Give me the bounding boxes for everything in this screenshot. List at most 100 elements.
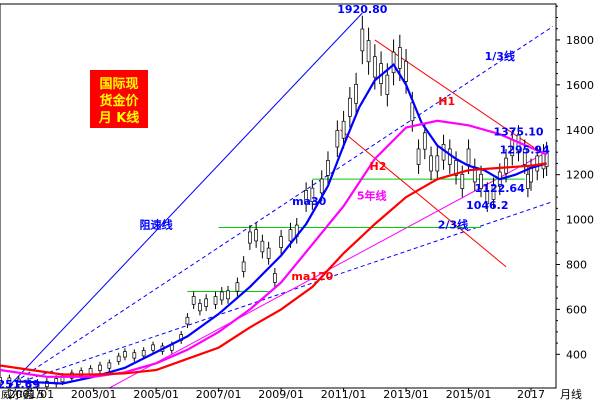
y-tick-label-1400: 1400 <box>566 124 594 137</box>
trend-line-4 <box>340 129 507 268</box>
candle-body-50 <box>385 74 390 95</box>
candle-body-17 <box>151 344 155 351</box>
annotation-9: 1046.2 <box>466 199 508 212</box>
annotation-0: 1920.80 <box>337 3 387 16</box>
candle-body-39 <box>310 187 315 202</box>
candle-body-41 <box>326 160 330 176</box>
candle-body-26 <box>219 291 224 301</box>
candle-body-28 <box>235 282 240 292</box>
candle-body-63 <box>466 148 471 165</box>
annotation-2: H1 <box>438 95 455 108</box>
plot-area <box>0 3 557 389</box>
candle-body-46 <box>360 28 365 52</box>
candle-body-36 <box>288 229 293 242</box>
axes: 400 600 800 1000 1200 1400 1600 1800 2001/01 2003… <box>0 4 594 400</box>
candle-body-44 <box>347 97 352 117</box>
y-tick-label-400: 400 <box>566 348 587 361</box>
candle-body-67 <box>491 185 496 200</box>
annotation-13: 251.69 <box>0 378 40 391</box>
x-unit-label: 月线 <box>560 387 582 400</box>
title-box: 国际现 货金价 月 K线 <box>90 70 148 128</box>
candle-body-14 <box>123 351 127 358</box>
candle-body-13 <box>116 355 121 362</box>
candle-body-25 <box>213 296 218 305</box>
annotation-12: ma120 <box>291 270 333 283</box>
candle-body-30 <box>248 231 252 244</box>
annotation-5: H2 <box>370 160 387 173</box>
candle-body-43 <box>341 120 346 139</box>
annotation-3: 1375.10 <box>493 125 543 138</box>
candle-body-52 <box>397 47 402 69</box>
candle-body-75 <box>535 155 540 172</box>
x-tick-label-8: 2017 <box>517 388 545 400</box>
candle-body-22 <box>191 296 196 305</box>
series-5年线 <box>0 119 548 378</box>
candle-body-15 <box>132 352 137 359</box>
y-tick-label-600: 600 <box>566 303 587 316</box>
candle-body-23 <box>198 303 202 312</box>
y-tick-label-1000: 1000 <box>566 214 594 227</box>
candle-body-77 <box>544 150 549 167</box>
trend-line-1 <box>9 26 554 387</box>
candle-body-59 <box>441 143 446 161</box>
y-tick-label-1800: 1800 <box>566 34 594 47</box>
candle-body-1 <box>7 377 12 384</box>
candle-body-51 <box>391 51 396 74</box>
candle-body-33 <box>266 247 271 259</box>
candle-body-55 <box>416 148 421 165</box>
candle-body-66 <box>485 190 490 205</box>
x-tick-label-3: 2007/01 <box>196 388 242 400</box>
candle-body-53 <box>404 60 408 82</box>
x-tick-label-4: 2009/01 <box>258 388 304 400</box>
candle-body-61 <box>454 160 458 176</box>
candle-body-38 <box>304 190 308 205</box>
candle-body-27 <box>226 290 230 300</box>
x-tick-label-0: 2001/01 <box>8 388 54 400</box>
candle-body-62 <box>460 173 465 189</box>
candle-body-48 <box>372 56 377 78</box>
annotation-6: ma30 <box>292 195 327 208</box>
candle-body-12 <box>107 362 112 369</box>
trend-line-2 <box>9 201 554 387</box>
series-ma120 <box>0 162 547 376</box>
title-line-1: 国际现 <box>99 77 138 92</box>
candle-body-0 <box>0 377 2 384</box>
candle-body-72 <box>522 148 527 165</box>
candle-body-47 <box>366 40 371 63</box>
candle-body-42 <box>335 130 340 148</box>
candle-body-65 <box>479 173 483 189</box>
trend-line-0 <box>9 12 363 387</box>
candle-body-60 <box>447 148 452 165</box>
candle-body-35 <box>279 236 283 248</box>
annotation-4: 1295.94 <box>500 143 550 156</box>
candle-body-45 <box>354 84 358 104</box>
series-ma30 <box>15 62 547 385</box>
bottom-left-label: 威尔鑫 5 <box>1 387 45 400</box>
plot-frame <box>0 3 557 389</box>
candle-body-32 <box>260 240 265 253</box>
y-tick-label-1200: 1200 <box>566 169 594 182</box>
candle-body-8 <box>69 372 74 379</box>
candle-body-21 <box>185 316 190 325</box>
chart-marks <box>0 12 554 392</box>
x-tick-label-7: 2015/01 <box>446 388 492 400</box>
annotation-1: 1/3线 <box>485 49 515 63</box>
x-tick-label-1: 2003/01 <box>71 388 117 400</box>
annotations: 1920.80 1/3线 H1 1375.10 1295.94 H2 ma30 5年线 1122… <box>0 3 550 391</box>
candle-body-31 <box>254 229 258 242</box>
candle-body-56 <box>422 132 427 150</box>
y-tick-label-800: 800 <box>566 258 587 271</box>
candle-body-16 <box>141 350 146 357</box>
y-tick-label-1600: 1600 <box>566 79 594 92</box>
candle-body-54 <box>410 102 415 122</box>
annotation-7: 5年线 <box>357 188 387 202</box>
x-tick-label-6: 2013/01 <box>383 388 429 400</box>
candle-body-74 <box>529 167 533 183</box>
candle-body-24 <box>204 298 209 307</box>
candle-body-73 <box>526 173 530 189</box>
x-tick-label-5: 2011/01 <box>321 388 367 400</box>
title-line-3: 月 K线 <box>98 110 140 126</box>
title-box-bg <box>90 70 148 128</box>
annotation-11: 2/3线 <box>438 218 468 232</box>
